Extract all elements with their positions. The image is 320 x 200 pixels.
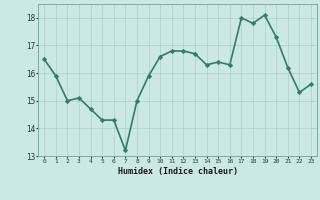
X-axis label: Humidex (Indice chaleur): Humidex (Indice chaleur) xyxy=(118,167,238,176)
